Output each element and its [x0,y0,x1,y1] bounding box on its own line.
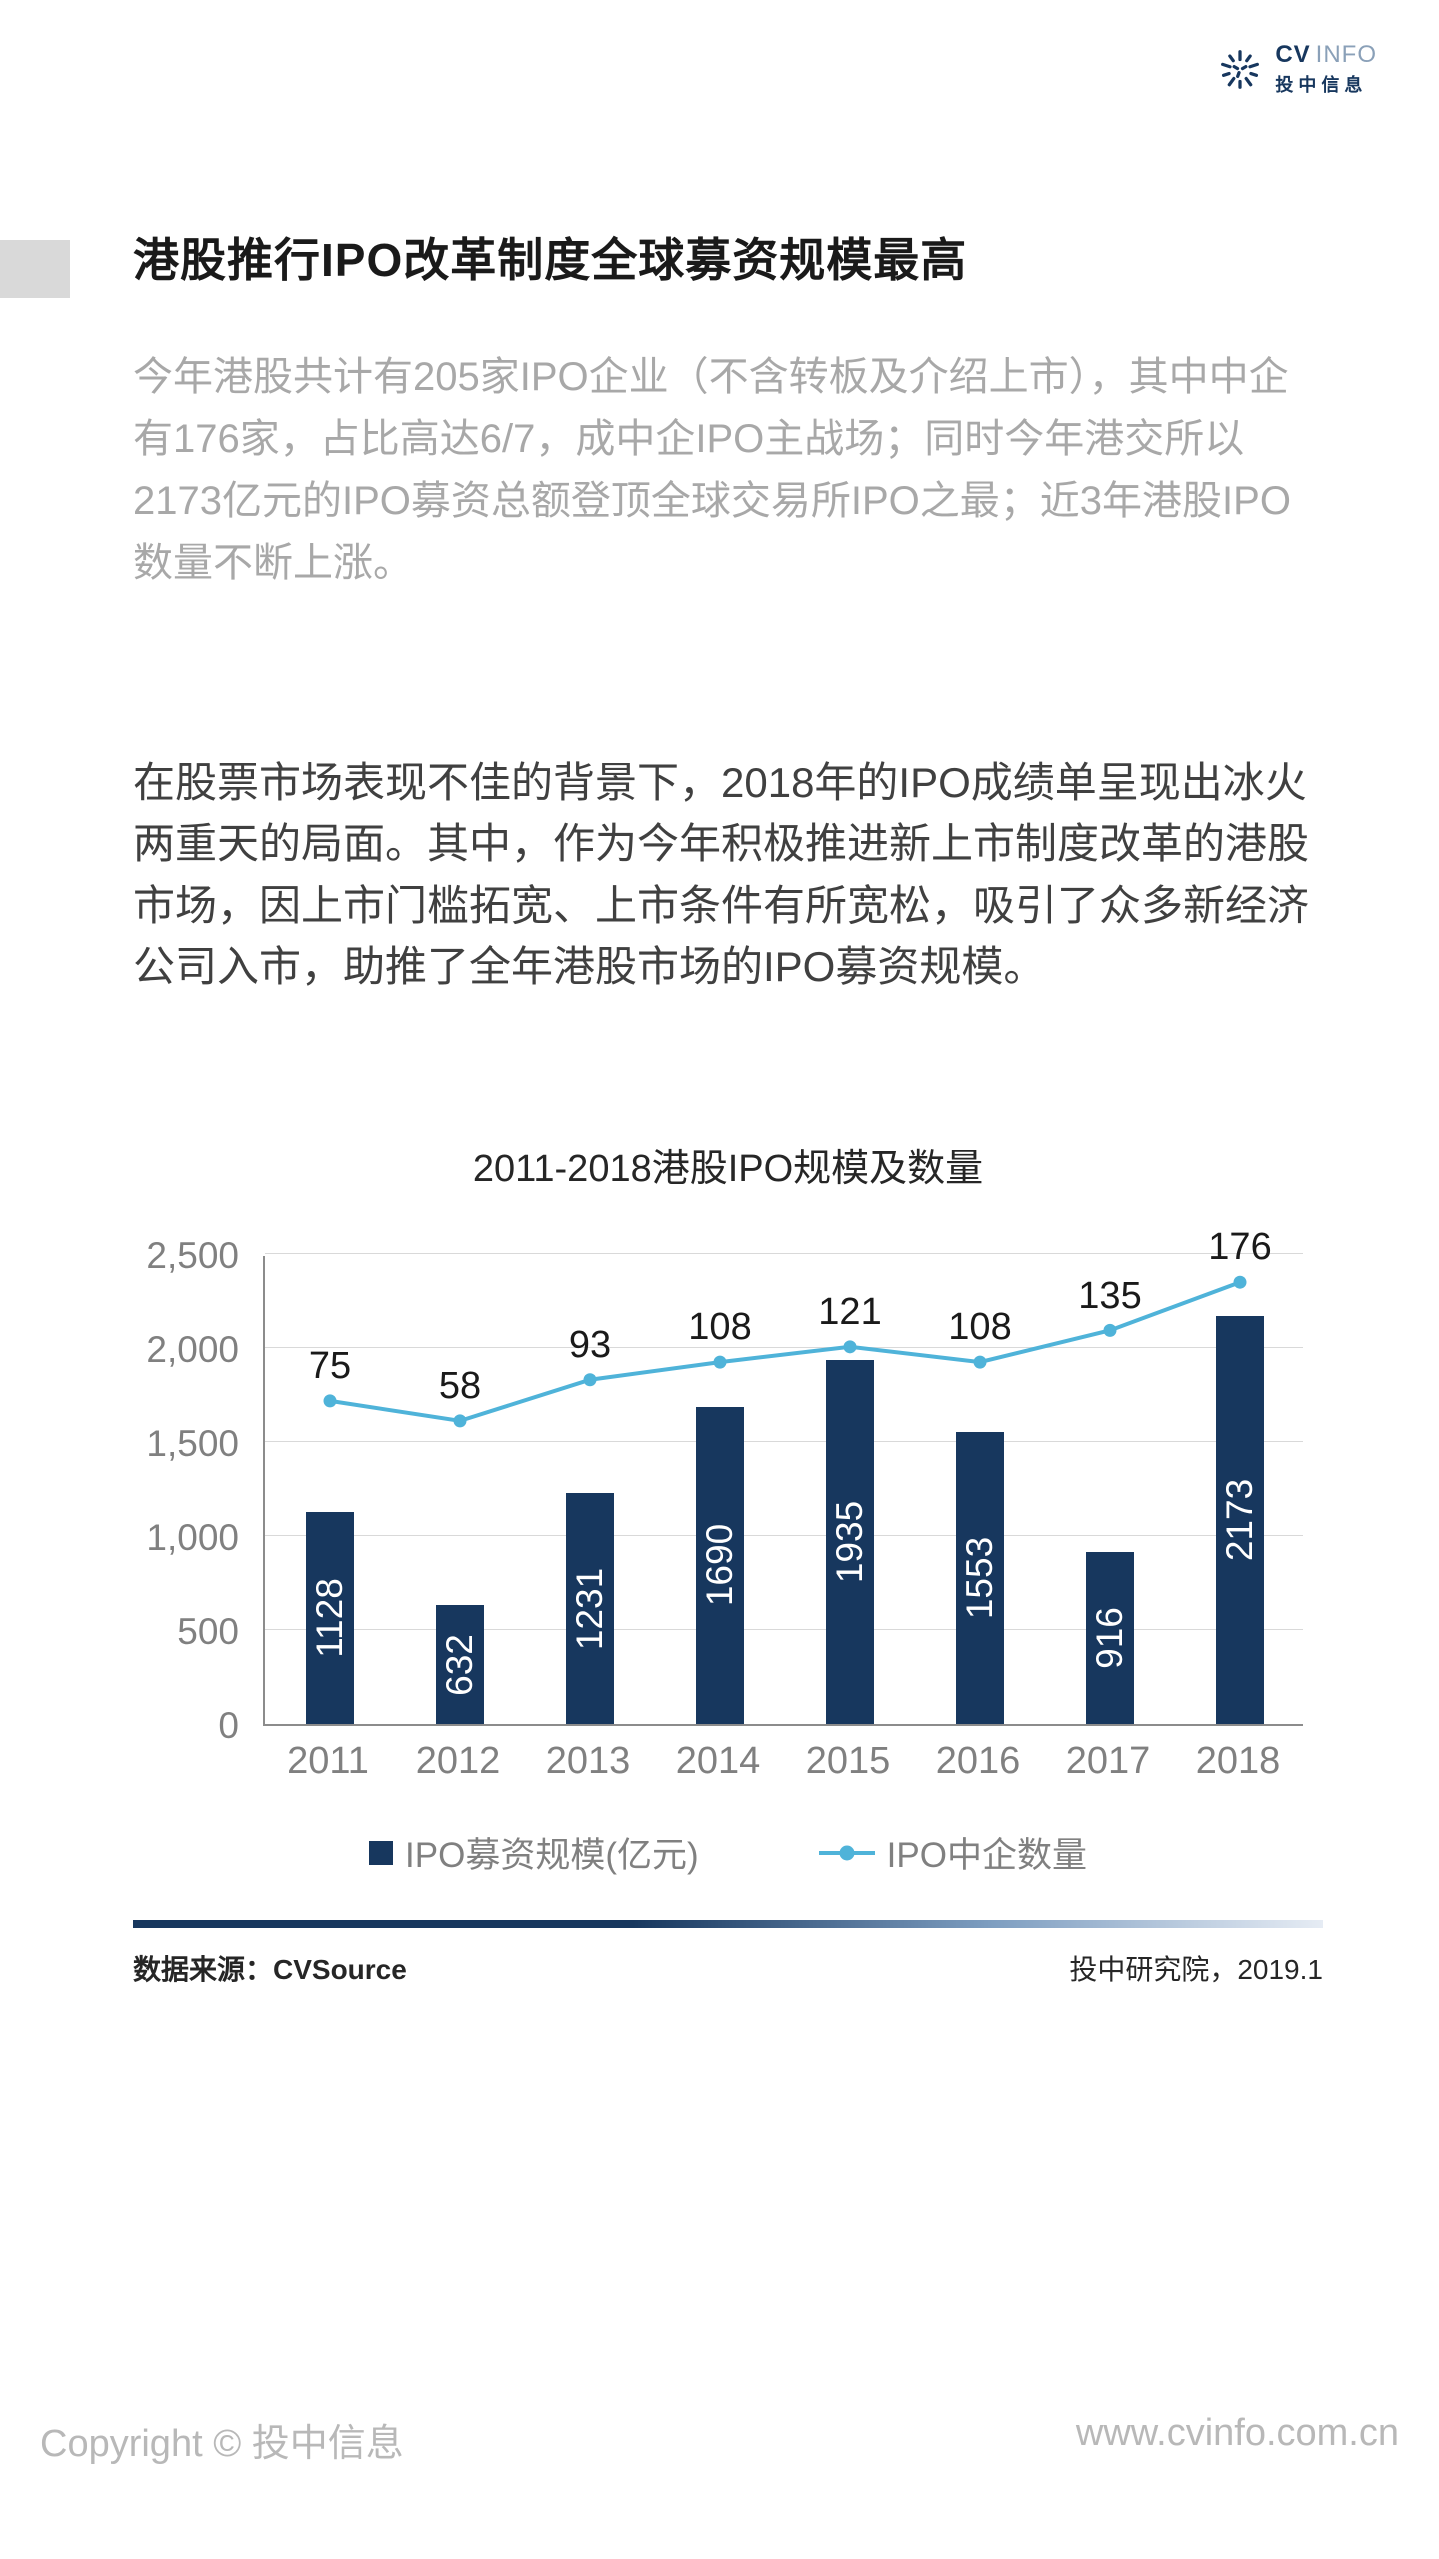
y-tick-label: 1,000 [146,1517,239,1559]
line-series [323,1275,1247,1428]
summary-paragraph: 今年港股共计有205家IPO企业（不含转板及介绍上市），其中中企有176家，占比… [133,355,1291,585]
gridline [265,1629,1303,1631]
logo-brand-en: CV INFO [1275,41,1377,68]
page-title: 港股推行IPO改革制度全球募资规模最高 [133,234,968,286]
x-tick-label: 2013 [545,1740,631,1783]
line-series-dot [839,1845,855,1861]
main-content: 港股推行IPO改革制度全球募资规模最高 今年港股共计有205家IPO企业（不含转… [133,224,1323,1988]
data-source: 数据来源：CVSource [133,1954,407,1986]
gridline [265,1253,1303,1255]
bar-2013: 1231 [566,1492,614,1725]
logo-brand-cn: 投中信息 [1275,75,1368,96]
line-point-marker [1103,1324,1117,1338]
bar-series-swatch [369,1840,394,1865]
line-point-marker [843,1340,857,1354]
legend-item-bar: IPO募资规模(亿元) [369,1827,699,1878]
bar-2016: 1553 [956,1432,1004,1725]
logo-text: CV INFO 投中信息 [1275,41,1377,97]
page-footer: Copyright © 投中信息 www.cvinfo.com.cn [40,2412,1399,2467]
legend-label-line: IPO中企数量 [886,1836,1087,1876]
x-tick-label: 2012 [415,1740,501,1783]
research-credit: 投中研究院，2019.1 [1069,1954,1323,1986]
swirl-logo-icon [1221,49,1260,89]
y-tick-label: 2,000 [146,1329,239,1371]
gridline [265,1347,1303,1349]
line-point-marker [583,1373,597,1387]
line-value-label: 75 [308,1345,352,1388]
chart-body: 0 500 1,000 1,500 2,000 2,500 1128 632 1231 1690… [133,1226,1323,1783]
plot-area: 1128 632 1231 1690 1935 1553 916 2173 75 58 93 108 1… [263,1226,1303,1727]
plot-column: 1128 632 1231 1690 1935 1553 916 2173 75 58 93 108 1… [263,1226,1303,1783]
line-value-label: 93 [568,1323,612,1366]
x-tick-label: 2018 [1195,1740,1281,1783]
logo-brand-light: INFO [1315,41,1377,68]
x-tick-label: 2011 [287,1740,369,1783]
line-point-marker [1233,1275,1247,1289]
x-tick-label: 2016 [935,1740,1021,1783]
x-axis: 2011 2012 2013 2014 2015 2016 2017 2018 [263,1740,1303,1783]
x-tick-label: 2017 [1065,1740,1151,1783]
bar-2014: 1690 [696,1406,744,1725]
bar-2011: 1128 [306,1512,354,1725]
line-value-label: 176 [1208,1226,1272,1269]
cvinfo-logo: CV INFO 投中信息 [1217,41,1377,97]
chart-title: 2011-2018港股IPO规模及数量 [472,1148,984,1191]
y-tick-label: 0 [218,1705,239,1747]
line-point-marker [713,1355,727,1369]
line-point-marker [453,1414,467,1428]
section-divider [133,1920,1323,1929]
legend-item-line: IPO中企数量 [818,1827,1087,1878]
line-value-label: 108 [688,1306,752,1349]
x-tick-label: 2014 [675,1740,761,1783]
title-accent-bar [0,240,70,298]
chart-legend: IPO募资规模(亿元) IPO中企数量 [133,1827,1323,1878]
x-tick-label: 2015 [805,1740,891,1783]
website-url: www.cvinfo.com.cn [1075,2412,1399,2454]
body-paragraph: 在股票市场表现不佳的背景下，2018年的IPO成绩单呈现出冰火两重天的局面。其中… [133,759,1310,990]
legend-label-bar: IPO募资规模(亿元) [405,1836,699,1876]
copyright-text: Copyright © 投中信息 [40,2423,404,2465]
y-tick-label: 1,500 [146,1423,239,1465]
logo-brand-bold: CV [1275,41,1311,68]
bar-2018: 2173 [1216,1315,1264,1725]
combo-chart: 2011-2018港股IPO规模及数量 0 500 1,000 1,500 2,000 2… [133,1137,1323,1878]
gridline [265,1535,1303,1537]
bar-2012: 632 [436,1605,484,1725]
line-point-marker [973,1355,987,1369]
y-axis: 0 500 1,000 1,500 2,000 2,500 [133,1235,263,1746]
y-tick-label: 2,500 [146,1235,239,1277]
line-point-marker [323,1394,337,1408]
line-value-label: 108 [948,1306,1012,1349]
y-tick-label: 500 [177,1611,239,1653]
gridline [265,1441,1303,1443]
bar-2015: 1935 [826,1360,874,1725]
line-value-label: 58 [438,1365,482,1408]
line-value-label: 135 [1078,1274,1142,1317]
bar-2017: 916 [1086,1552,1134,1725]
line-series-swatch [818,1845,875,1861]
line-value-label: 121 [818,1291,882,1334]
source-row: 数据来源：CVSource 投中研究院，2019.1 [133,1948,1323,1988]
